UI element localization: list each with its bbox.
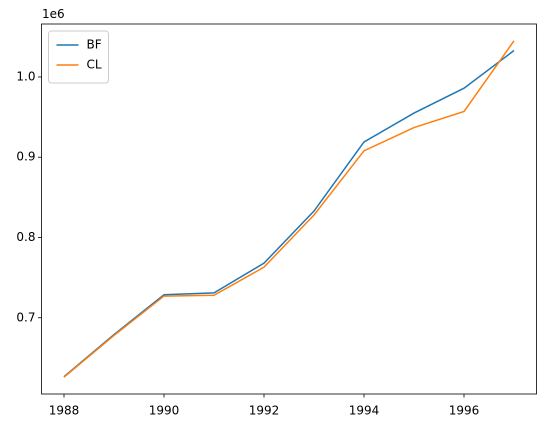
plot-area <box>41 23 537 395</box>
y-offset-label: 1e6 <box>42 7 65 21</box>
legend-box <box>48 30 109 84</box>
y-tick-label: 0.8 <box>16 230 35 244</box>
legend-label: BF <box>87 38 102 52</box>
y-tick-label: 0.9 <box>16 150 35 164</box>
y-tick-label: 0.7 <box>16 310 35 324</box>
line <box>63 49 515 378</box>
x-tick-label: 1990 <box>149 404 180 418</box>
y-tick-label: 1.0 <box>16 69 35 83</box>
x-tick-label: 1992 <box>249 404 280 418</box>
x-tick-label: 1988 <box>49 404 80 418</box>
x-tick-label: 1994 <box>349 404 380 418</box>
line <box>63 40 515 378</box>
legend-label: CL <box>87 58 102 72</box>
x-tick-label: 1996 <box>449 404 480 418</box>
